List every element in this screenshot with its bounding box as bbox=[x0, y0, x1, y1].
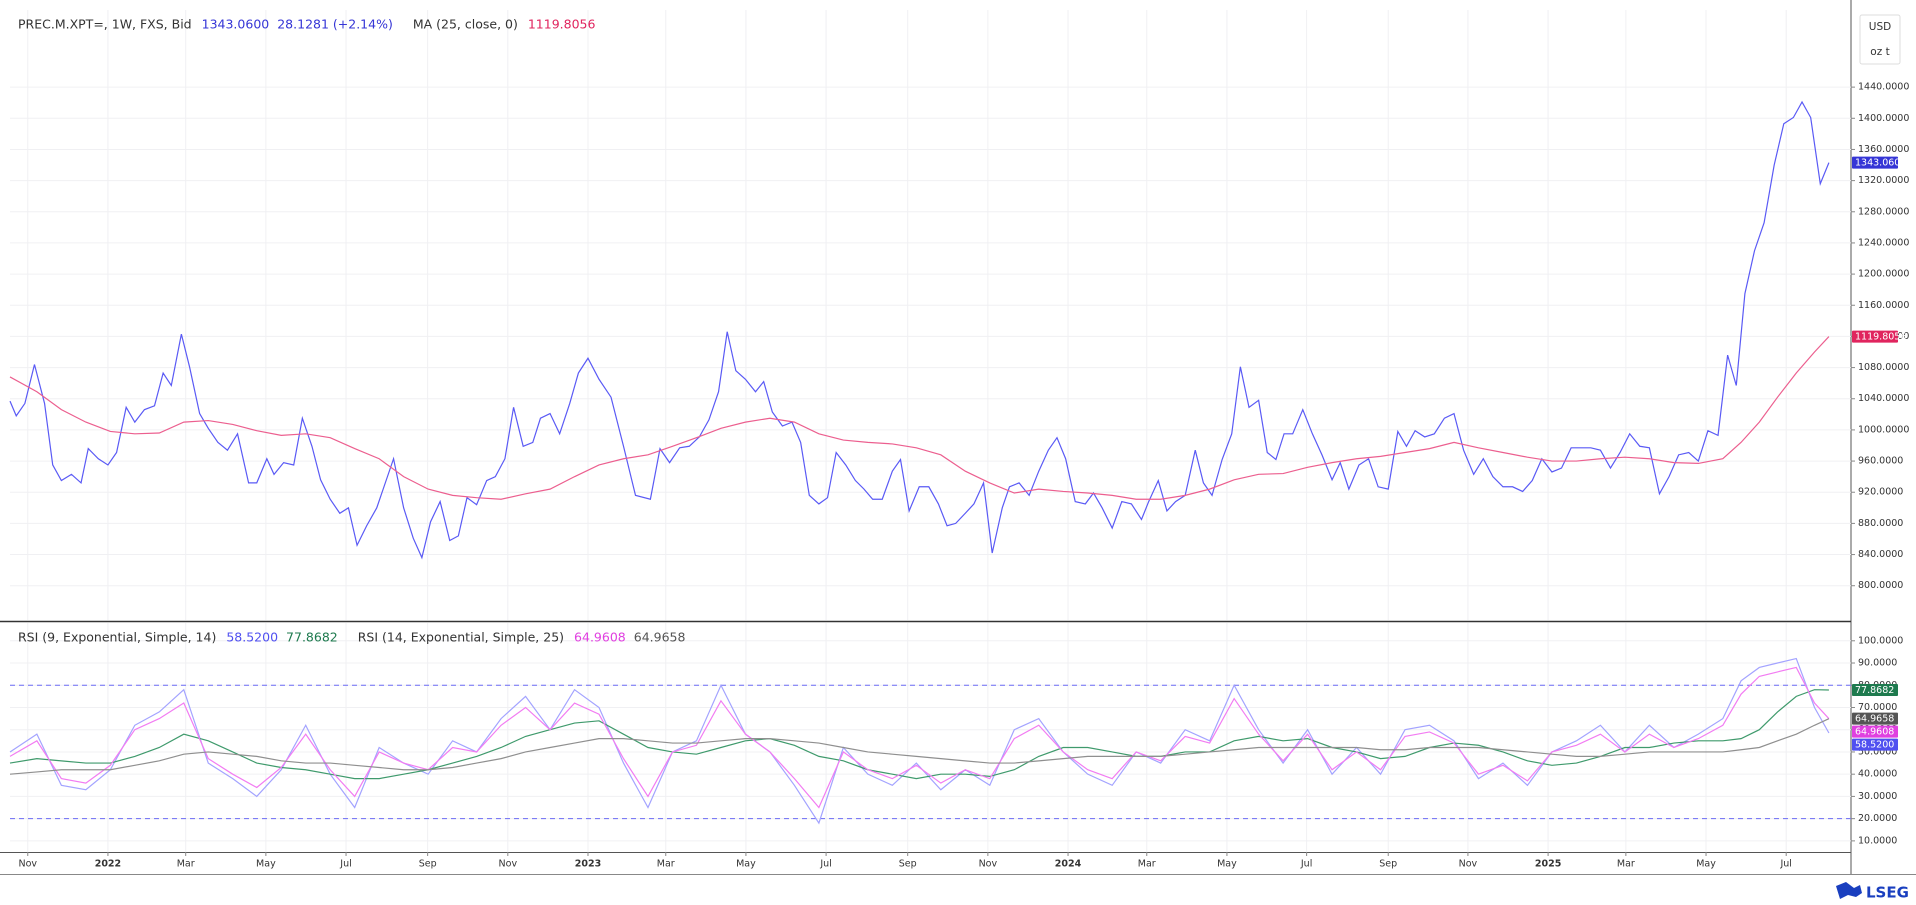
legend-text: 1343.0600 bbox=[202, 17, 270, 32]
y-tick-label: 1160.0000 bbox=[1858, 300, 1909, 311]
value-tag bbox=[1852, 725, 1898, 738]
legend-text: PREC.M.XPT=, 1W, FXS, Bid bbox=[18, 17, 192, 32]
legend-text: 1119.8056 bbox=[528, 17, 596, 32]
y-tick-label: 20.0000 bbox=[1858, 813, 1897, 824]
y-tick-label: 840.0000 bbox=[1858, 549, 1903, 560]
x-tick-label: Sep bbox=[899, 859, 917, 870]
series-line bbox=[9, 100, 1830, 560]
y-tick-label: 40.0000 bbox=[1858, 769, 1897, 780]
value-tag-label: 64.9658 bbox=[1855, 714, 1894, 725]
y-tick-label: 920.0000 bbox=[1858, 487, 1903, 498]
series-line bbox=[9, 689, 1829, 780]
y-tick-label: 30.0000 bbox=[1858, 791, 1897, 802]
legend-text: 64.9608 bbox=[574, 630, 626, 645]
y-tick-label: 100.0000 bbox=[1858, 635, 1903, 646]
x-tick-label: Nov bbox=[18, 859, 37, 870]
x-tick-label: May bbox=[1217, 859, 1237, 870]
value-tag-label: 1119.8056 bbox=[1855, 332, 1906, 343]
y-tick-label: 10.0000 bbox=[1858, 835, 1897, 846]
y-tick-label: 880.0000 bbox=[1858, 518, 1903, 529]
x-tick-label: 2022 bbox=[95, 859, 121, 870]
x-tick-label: 2024 bbox=[1055, 859, 1082, 870]
y-tick-label: 1080.0000 bbox=[1858, 362, 1909, 373]
y-tick-label: 1280.0000 bbox=[1858, 206, 1909, 217]
x-tick-label: 2025 bbox=[1535, 859, 1561, 870]
y-tick-label: 1320.0000 bbox=[1858, 175, 1909, 186]
value-tag bbox=[1852, 683, 1898, 696]
y-tick-label: 1400.0000 bbox=[1858, 113, 1909, 124]
y-tick-label: 1040.0000 bbox=[1858, 393, 1909, 404]
legend-text: 58.5200 bbox=[226, 630, 278, 645]
unit-label: oz t bbox=[1870, 46, 1889, 58]
value-tag bbox=[1852, 330, 1898, 343]
legend-text: 64.9658 bbox=[634, 630, 686, 645]
x-tick-label: May bbox=[256, 859, 276, 870]
y-tick-label: 1200.0000 bbox=[1858, 269, 1909, 280]
x-tick-label: Jul bbox=[339, 859, 351, 870]
series-group bbox=[9, 657, 1830, 825]
x-tick-label: Sep bbox=[419, 859, 437, 870]
y-tick-label: 1240.0000 bbox=[1858, 237, 1909, 248]
legend-text: MA (25, close, 0) bbox=[413, 17, 518, 32]
y-tick-label: 800.0000 bbox=[1858, 580, 1903, 591]
value-tag bbox=[1852, 738, 1898, 751]
x-tick-label: Sep bbox=[1379, 859, 1397, 870]
series-line bbox=[9, 336, 1830, 500]
legend-text: RSI (14, Exponential, Simple, 25) bbox=[358, 630, 564, 645]
logo: LSEG bbox=[1836, 882, 1909, 902]
x-tick-label: Jul bbox=[819, 859, 831, 870]
legend-text: 77.8682 bbox=[286, 630, 338, 645]
series-line bbox=[9, 718, 1830, 775]
x-tick-label: Jul bbox=[1300, 859, 1312, 870]
value-tag-label: 1343.0600 bbox=[1855, 158, 1906, 169]
x-tick-label: May bbox=[1696, 859, 1716, 870]
series-line bbox=[9, 666, 1830, 809]
legend-text: RSI (9, Exponential, Simple, 14) bbox=[18, 630, 216, 645]
x-tick-label: Nov bbox=[1459, 859, 1478, 870]
value-tag bbox=[1852, 156, 1898, 169]
value-tag-label: 64.9608 bbox=[1855, 727, 1894, 738]
currency-label: USD bbox=[1869, 21, 1891, 33]
x-tick-label: Jul bbox=[1779, 859, 1791, 870]
y-tick-label: 1000.0000 bbox=[1858, 424, 1909, 435]
x-tick-label: May bbox=[736, 859, 756, 870]
x-tick-label: 2023 bbox=[575, 859, 601, 870]
y-tick-label: 1360.0000 bbox=[1858, 144, 1909, 155]
y-tick-label: 90.0000 bbox=[1858, 658, 1897, 669]
y-tick-label: 50.0000 bbox=[1858, 746, 1897, 757]
x-tick-label: Mar bbox=[177, 859, 195, 870]
y-tick-label: 70.0000 bbox=[1858, 702, 1897, 713]
y-tick-label: 1440.0000 bbox=[1858, 82, 1909, 93]
y-tick-label: 960.0000 bbox=[1858, 456, 1903, 467]
legend-text: 28.1281 (+2.14%) bbox=[277, 17, 393, 32]
logo-icon bbox=[1836, 882, 1862, 899]
x-tick-label: Nov bbox=[499, 859, 518, 870]
series-group bbox=[9, 100, 1830, 560]
x-tick-label: Nov bbox=[979, 859, 998, 870]
x-tick-label: Mar bbox=[657, 859, 675, 870]
unit-box bbox=[1859, 14, 1901, 65]
x-tick-label: Mar bbox=[1138, 859, 1156, 870]
value-tag bbox=[1852, 712, 1898, 725]
x-tick-label: Mar bbox=[1617, 859, 1635, 870]
value-tag-label: 77.8682 bbox=[1855, 685, 1894, 696]
logo-text: LSEG bbox=[1866, 884, 1909, 902]
value-tag-label: 58.5200 bbox=[1855, 740, 1894, 751]
